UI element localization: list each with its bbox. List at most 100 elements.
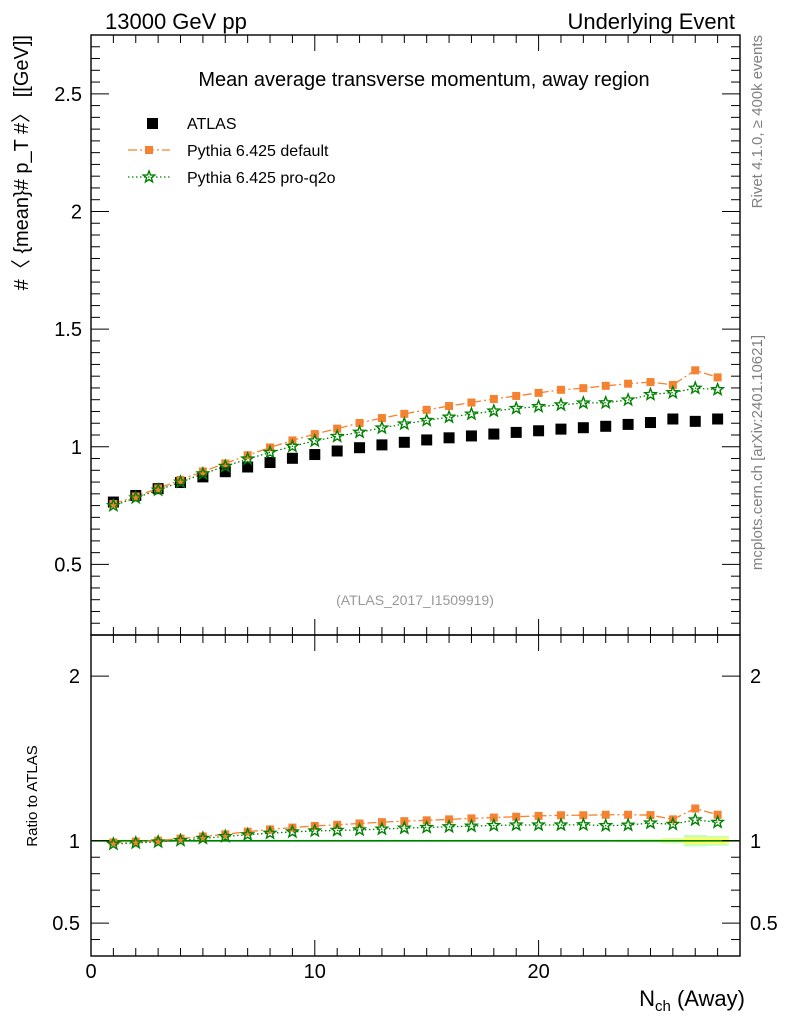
atlas-point (264, 457, 276, 469)
x-axis-label: Nch (Away) (639, 986, 745, 1015)
header-process-label: Underlying Event (567, 9, 735, 34)
ratio-default-point (556, 811, 565, 820)
proq2o-point (508, 400, 524, 415)
rivet-label: Rivet 4.1.0, ≥ 400k events (749, 35, 766, 208)
legend-default-marker (145, 146, 153, 154)
atlas-point (219, 466, 231, 478)
default-point (221, 459, 230, 468)
default-point (109, 499, 118, 508)
ratio-default-point (198, 832, 207, 841)
ratio-proq2o-point (329, 822, 345, 837)
proq2o-point (217, 458, 233, 473)
ratio-proq2o-point (687, 811, 703, 827)
ratio-default-point (109, 838, 118, 847)
series-default-line (113, 369, 718, 505)
ratio-y-tick-label-left: 0.5 (52, 913, 80, 935)
atlas-point (242, 461, 254, 473)
proq2o-point (575, 395, 591, 410)
ratio-default-line (113, 807, 718, 844)
ratio-proq2o-point (262, 825, 278, 840)
x-tick-label: 0 (85, 961, 96, 983)
ratio-proq2o-point (620, 817, 636, 832)
ratio-default-point (131, 837, 140, 846)
ratio-proq2o-point (105, 836, 121, 851)
default-point (579, 384, 588, 393)
default-point (624, 379, 633, 388)
proq2o-point (463, 406, 480, 421)
proq2o-point (665, 384, 681, 400)
ratio-y-tick-label-left: 1 (69, 831, 80, 853)
ratio-proq2o-point (351, 821, 368, 837)
atlas-point (309, 449, 321, 461)
atlas-point (421, 434, 433, 446)
ratio-proq2o-point (710, 814, 726, 829)
proq2o-point (150, 482, 166, 497)
default-point (489, 395, 498, 403)
proq2o-point (307, 432, 323, 448)
proq2o-point (262, 444, 278, 459)
x-tick-label: 20 (527, 961, 549, 983)
atlas-point (533, 425, 545, 437)
ratio-proq2o-point (419, 819, 435, 834)
ratio-default-point (154, 836, 163, 845)
x-axis-label-main: N (639, 986, 655, 1011)
default-point (467, 398, 476, 407)
ratio-proq2o-point (642, 814, 659, 830)
legend-entry-proq2o: Pythia 6.425 pro-q2o (128, 169, 336, 187)
atlas-point (376, 439, 388, 451)
default-point (556, 385, 565, 394)
ratio-default-point (243, 827, 252, 836)
legend-proq2o-marker (141, 169, 157, 184)
ratio-proq2o-point (598, 817, 614, 833)
proq2o-point (284, 438, 301, 453)
atlas-point (577, 422, 589, 434)
ratio-default-point (579, 811, 588, 820)
proq2o-point (396, 415, 412, 431)
atlas-point (510, 426, 522, 438)
main-y-tick-label: 2.5 (54, 84, 82, 106)
ratio-proq2o-point (530, 816, 547, 832)
mcplots-label: mcplots.cern.ch [arXiv:2401.10621] (749, 335, 766, 570)
atlas-point (667, 413, 679, 425)
proq2o-point (329, 428, 345, 443)
main-y-tick-label: 2 (71, 201, 82, 223)
proq2o-point (351, 424, 368, 439)
main-y-tick-label: 1.5 (54, 319, 82, 341)
ratio-proq2o-point (240, 826, 256, 842)
ratio-proq2o-point (441, 818, 457, 834)
x-tick-label: 10 (304, 961, 326, 983)
proq2o-point (553, 396, 569, 412)
ratio-plot-frame (90, 634, 741, 957)
proq2o-point (687, 380, 703, 395)
ratio-default-point (624, 810, 633, 819)
atlas-point (600, 420, 612, 432)
analysis-watermark: (ATLAS_2017_I1509919) (336, 592, 494, 608)
default-point (377, 414, 386, 423)
atlas-point (644, 417, 656, 429)
ratio-default-point (266, 825, 275, 834)
default-point (400, 409, 409, 418)
proq2o-point (620, 391, 636, 407)
atlas-point (443, 432, 455, 444)
atlas-point (286, 452, 298, 464)
legend-default-label: Pythia 6.425 default (187, 143, 329, 160)
ratio-proq2o-point (508, 816, 524, 832)
ratio-proq2o-point (575, 816, 591, 832)
atlas-point (555, 423, 567, 435)
proq2o-point (642, 386, 659, 401)
ratio-default-point (512, 812, 521, 821)
proq2o-point (128, 489, 144, 505)
default-point (131, 492, 140, 501)
default-point (512, 391, 521, 400)
legend-entry-default: Pythia 6.425 default (128, 143, 329, 160)
ratio-proq2o-point (463, 818, 480, 833)
atlas-point (712, 413, 724, 425)
ratio-proq2o-point (553, 816, 569, 832)
default-point (355, 419, 364, 427)
main-title: Mean average transverse momentum, away r… (198, 69, 649, 91)
main-y-axis-label: #〈 {mean}# p_T #〉 [[GeV]] (11, 35, 33, 290)
proq2o-point (419, 412, 435, 427)
ratio-proq2o-point (396, 820, 412, 835)
ratio-y-tick-label-left: 2 (69, 666, 80, 688)
